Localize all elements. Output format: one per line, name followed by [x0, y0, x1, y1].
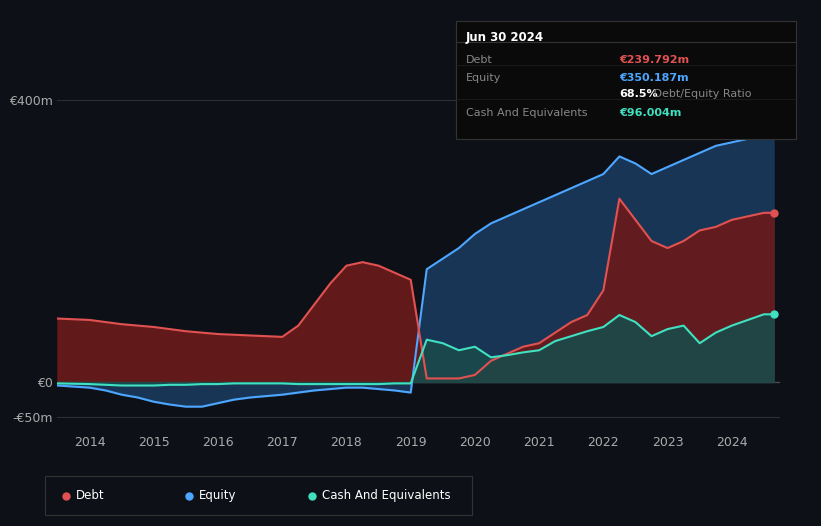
Text: €239.792m: €239.792m	[619, 55, 690, 65]
Text: €350.187m: €350.187m	[619, 73, 689, 83]
Text: Debt/Equity Ratio: Debt/Equity Ratio	[650, 89, 752, 99]
Text: Debt: Debt	[76, 489, 104, 502]
Text: Jun 30 2024: Jun 30 2024	[466, 31, 544, 44]
Text: 68.5%: 68.5%	[619, 89, 658, 99]
Text: Cash And Equivalents: Cash And Equivalents	[466, 108, 587, 118]
Text: €96.004m: €96.004m	[619, 108, 681, 118]
Text: Cash And Equivalents: Cash And Equivalents	[322, 489, 451, 502]
Text: Equity: Equity	[466, 73, 501, 83]
Text: Equity: Equity	[199, 489, 236, 502]
Text: Debt: Debt	[466, 55, 493, 65]
